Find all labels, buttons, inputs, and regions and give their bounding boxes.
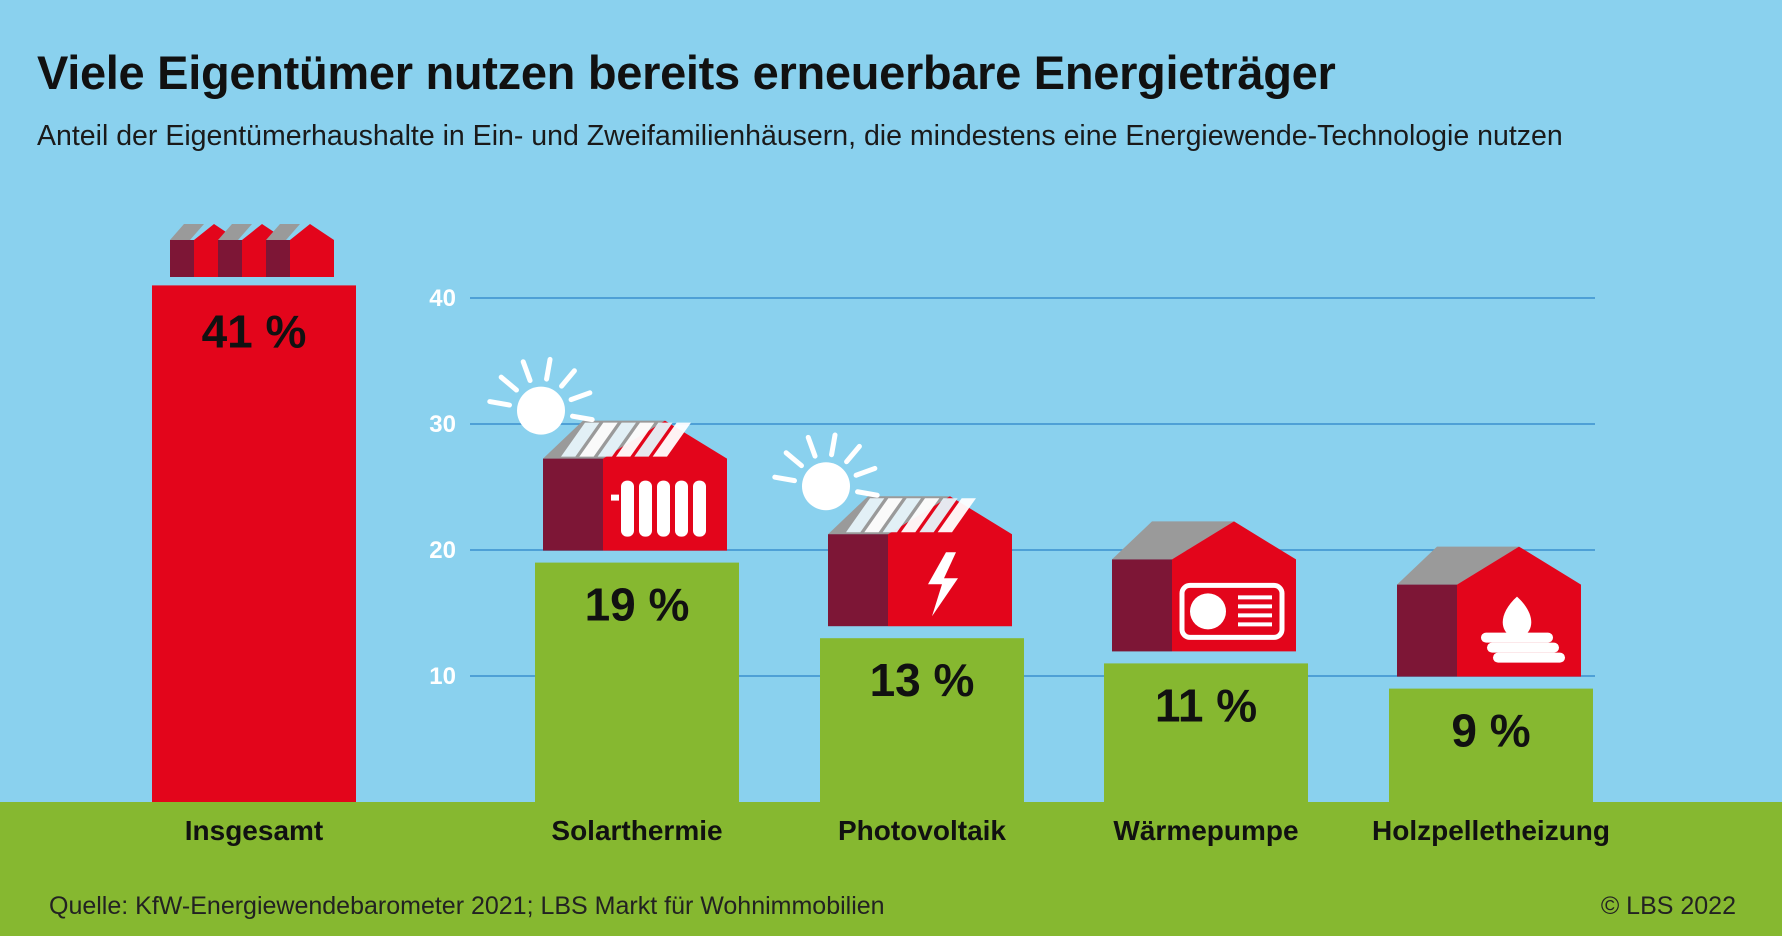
copyright-note: © LBS 2022 bbox=[1600, 892, 1736, 920]
house-roof bbox=[1397, 546, 1519, 585]
solar-panel-strip bbox=[561, 422, 600, 457]
y-tick-label: 40 bbox=[429, 285, 456, 312]
sun-ray bbox=[844, 443, 862, 465]
sun-ray bbox=[853, 465, 878, 478]
chart-subtitle: Anteil der Eigentümerhaushalte in Ein- u… bbox=[37, 120, 1563, 152]
category-label: Wärmepumpe bbox=[1113, 815, 1298, 846]
sun-ray bbox=[829, 432, 838, 458]
radiator-fin bbox=[657, 480, 670, 537]
solar-panel-strip bbox=[901, 498, 940, 533]
value-label: 19 % bbox=[585, 579, 690, 631]
value-label: 41 % bbox=[202, 305, 307, 357]
photovoltaic-house-icon bbox=[772, 432, 1012, 627]
small-house-front bbox=[290, 224, 334, 277]
source-note: Quelle: KfW-Energiewendebarometer 2021; … bbox=[49, 892, 885, 920]
sun-ray bbox=[520, 359, 533, 384]
solar-panel-strip bbox=[634, 422, 673, 457]
category-label: Photovoltaik bbox=[838, 815, 1006, 846]
small-house-side bbox=[266, 240, 290, 277]
heat-pump-icon bbox=[1179, 582, 1285, 640]
solar-panel-strip bbox=[882, 498, 921, 533]
chart-title: Viele Eigentümer nutzen bereits erneuerb… bbox=[37, 46, 1336, 99]
wood-log bbox=[1481, 632, 1553, 643]
y-tick-label: 30 bbox=[429, 411, 456, 438]
house-roof bbox=[1112, 521, 1234, 560]
radiator-icon bbox=[611, 480, 706, 537]
small-house-side bbox=[218, 240, 242, 277]
radiator-fin bbox=[621, 480, 634, 537]
house-side-wall bbox=[543, 458, 603, 551]
sun-ray bbox=[487, 399, 512, 408]
small-house-roof bbox=[170, 224, 204, 240]
sun-ray bbox=[570, 413, 595, 423]
heat-pump-fan bbox=[1190, 593, 1226, 630]
house-side-wall bbox=[1397, 584, 1457, 677]
y-tick-label: 10 bbox=[429, 663, 456, 690]
small-house-side bbox=[170, 240, 194, 277]
sun-icon bbox=[772, 432, 880, 511]
solar-panel-icon bbox=[846, 498, 976, 533]
radiator-fin bbox=[639, 480, 652, 537]
heat-pump-casing bbox=[1179, 582, 1285, 640]
sun-disc bbox=[802, 462, 850, 511]
solar-thermal-house-icon bbox=[487, 356, 727, 551]
sun-ray bbox=[498, 374, 519, 393]
solar-panel-strip bbox=[652, 422, 691, 457]
solar-panel-strip bbox=[616, 422, 655, 457]
sun-ray bbox=[772, 474, 797, 484]
radiator-fin bbox=[693, 480, 706, 537]
radiator-fin bbox=[675, 480, 688, 537]
solar-panel-strip bbox=[579, 422, 618, 457]
three-houses-icon bbox=[170, 224, 334, 277]
sun-ray bbox=[544, 356, 553, 382]
sun-ray bbox=[783, 450, 804, 469]
bar-photovoltaik bbox=[820, 638, 1024, 802]
bar-holzpelletheizung bbox=[1389, 688, 1593, 802]
radiator-valve bbox=[611, 494, 619, 501]
solar-panel-strip bbox=[919, 498, 958, 533]
sun-ray bbox=[559, 368, 577, 389]
bar-solarthermie bbox=[535, 562, 739, 802]
value-label: 11 % bbox=[1155, 679, 1257, 731]
lightning-bolt-icon bbox=[928, 552, 958, 617]
house-side-wall bbox=[828, 534, 888, 627]
wood-pellet-house-icon bbox=[1397, 546, 1581, 677]
small-house-roof bbox=[266, 224, 300, 240]
bar-wrmepumpe bbox=[1104, 663, 1308, 802]
category-label: Insgesamt bbox=[185, 815, 324, 846]
y-tick-label: 20 bbox=[429, 537, 456, 564]
house-side-wall bbox=[1112, 559, 1172, 652]
solar-panel-strip bbox=[937, 498, 976, 533]
solar-panel-strip bbox=[864, 498, 903, 533]
ground-strip bbox=[0, 802, 1782, 936]
wood-log bbox=[1493, 652, 1565, 663]
value-label: 13 % bbox=[870, 654, 975, 706]
category-label: Holzpelletheizung bbox=[1372, 815, 1610, 846]
small-house-roof bbox=[218, 224, 252, 240]
solar-panel-strip bbox=[597, 422, 636, 457]
bar-insgesamt bbox=[152, 285, 356, 802]
category-label: Solarthermie bbox=[551, 815, 722, 846]
solar-panel-strip bbox=[846, 498, 885, 533]
sun-icon bbox=[487, 356, 595, 435]
value-label: 9 % bbox=[1451, 705, 1530, 757]
flame-icon bbox=[1502, 596, 1532, 639]
sun-ray bbox=[855, 489, 880, 498]
sun-disc bbox=[517, 386, 565, 435]
sun-ray bbox=[805, 434, 818, 459]
heat-pump-house-icon bbox=[1112, 521, 1296, 652]
wood-log bbox=[1487, 642, 1559, 653]
solar-panel-icon bbox=[561, 422, 691, 457]
sun-ray bbox=[568, 390, 593, 403]
fire-wood-icon bbox=[1481, 596, 1565, 663]
